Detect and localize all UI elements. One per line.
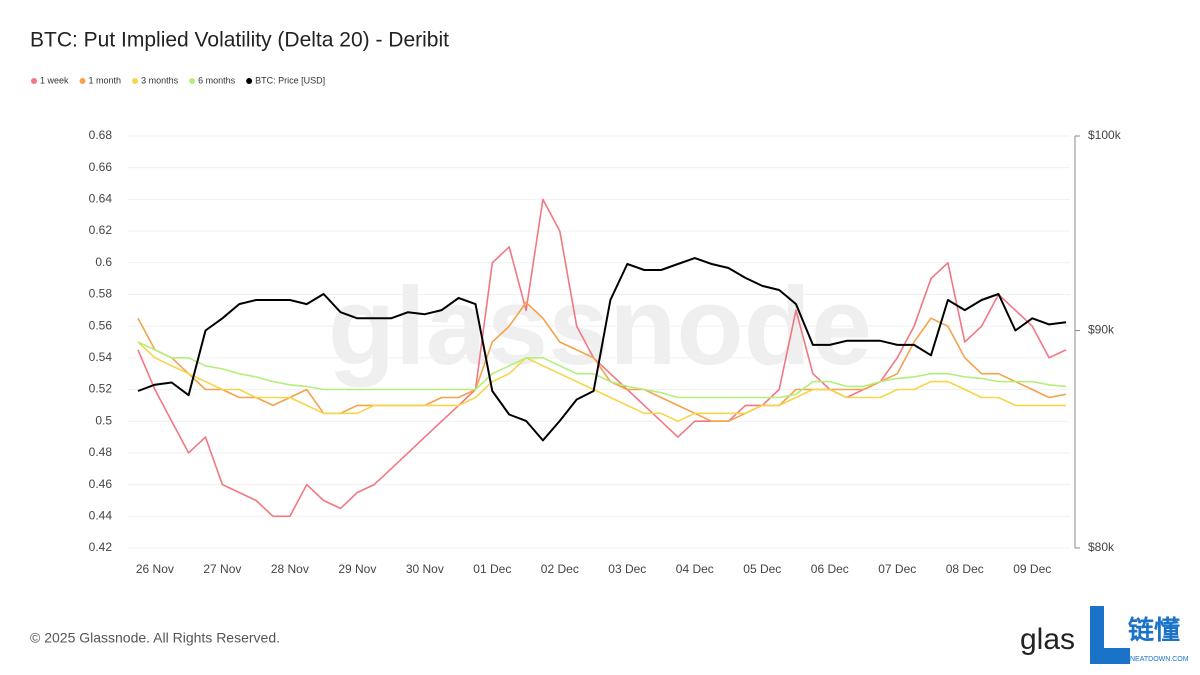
legend-marker — [246, 78, 253, 84]
y-tick-label: 0.62 — [89, 223, 113, 237]
y-tick-label: 0.46 — [89, 477, 113, 491]
chart-title: BTC: Put Implied Volatility (Delta 20) -… — [30, 29, 449, 52]
y-tick-label: 0.48 — [89, 445, 113, 459]
x-tick-label: 06 Dec — [811, 562, 849, 576]
x-tick-label: 08 Dec — [946, 562, 984, 576]
legend-marker — [31, 78, 37, 84]
x-tick-label: 02 Dec — [541, 562, 579, 576]
y-tick-label: 0.52 — [89, 382, 113, 396]
y-tick-label: 0.64 — [89, 192, 113, 206]
y-tick-label: 0.6 — [95, 255, 112, 269]
series-line — [137, 257, 1067, 442]
legend-marker — [132, 78, 139, 84]
legend-marker — [189, 78, 196, 84]
brand-url: NEATDOWN.COM — [1130, 656, 1189, 663]
x-tick-label: 04 Dec — [676, 562, 714, 576]
x-tick-label: 29 Nov — [338, 562, 376, 576]
series-line — [137, 341, 1067, 399]
series-line — [137, 341, 1066, 422]
y-tick-label: 0.66 — [89, 160, 113, 174]
legend-label: 1 week — [40, 75, 69, 85]
brand: 链懂 — [1128, 615, 1180, 645]
legend-marker — [79, 78, 86, 84]
x-tick-label: 01 Dec — [473, 562, 511, 576]
y-tick-label: 0.58 — [89, 287, 113, 301]
x-tick-label: 26 Nov — [136, 562, 174, 576]
series-line — [137, 301, 1067, 422]
legend-label: 3 months — [141, 75, 179, 85]
footer: © 2025 Glassnode. All Rights Reserved. — [30, 630, 280, 646]
x-tick-label: 07 Dec — [878, 562, 916, 576]
logo: glas — [1020, 623, 1075, 656]
y-tick-label: 0.56 — [89, 318, 113, 332]
x-tick-label: 27 Nov — [203, 562, 241, 576]
y2-tick-label: $90k — [1088, 323, 1115, 337]
x-tick-label: 03 Dec — [608, 562, 646, 576]
y-tick-label: 0.68 — [89, 128, 113, 142]
x-tick-label: 30 Nov — [406, 562, 444, 576]
legend-label: 1 month — [89, 75, 122, 85]
y-tick-label: 0.54 — [89, 350, 113, 364]
series-line — [137, 198, 1067, 518]
y-tick-label: 0.44 — [89, 508, 113, 522]
y-tick-label: 0.5 — [95, 413, 112, 427]
legend-label: 6 months — [198, 75, 236, 85]
x-tick-label: 05 Dec — [743, 562, 781, 576]
y-tick-label: 0.42 — [89, 540, 113, 554]
y2-tick-label: $80k — [1088, 540, 1115, 554]
logo-mark — [1090, 606, 1130, 664]
x-tick-label: 28 Nov — [271, 562, 309, 576]
x-tick-label: 09 Dec — [1013, 562, 1051, 576]
legend-label: BTC: Price [USD] — [255, 75, 325, 85]
y2-tick-label: $100k — [1088, 128, 1122, 142]
